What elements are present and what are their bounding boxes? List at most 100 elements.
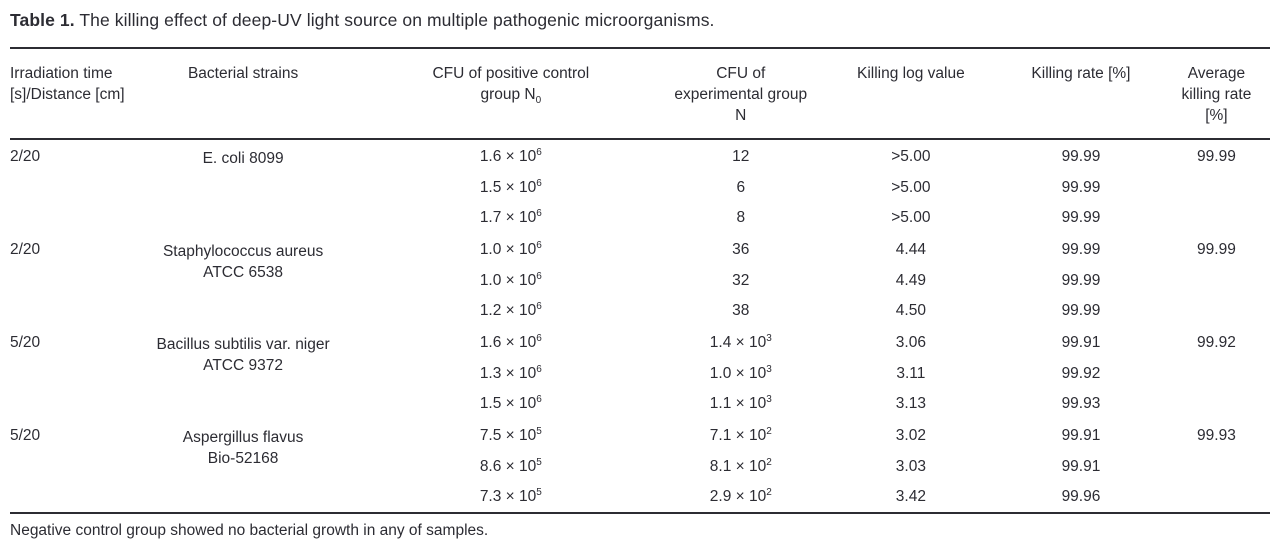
cell-cfu-experimental: 1.4 × 103 bbox=[659, 326, 823, 359]
exponent: 5 bbox=[536, 425, 542, 437]
header-line: killing rate bbox=[1181, 86, 1252, 103]
cell-bacterial-strain: Aspergillus flavus Bio-52168 bbox=[123, 419, 362, 513]
cell-cfu-control: 1.6 × 106 bbox=[363, 139, 659, 173]
exponent: 6 bbox=[536, 239, 542, 251]
value: 7.3 × 10 bbox=[479, 488, 537, 505]
table-row: 1.7 × 106 8 >5.00 99.99 bbox=[10, 203, 1270, 233]
cell-cfu-control: 1.7 × 106 bbox=[363, 203, 659, 233]
table-number: Table 1. bbox=[10, 10, 75, 30]
table-body: 2/20 E. coli 8099 1.6 × 106 12 >5.00 99.… bbox=[10, 139, 1270, 513]
cell-cfu-experimental: 2.9 × 102 bbox=[659, 482, 823, 513]
cell-irradiation-time: 5/20 bbox=[10, 427, 41, 444]
value: 2.9 × 10 bbox=[709, 488, 767, 505]
cell-killing-rate: 99.91 bbox=[1061, 426, 1101, 444]
cell-killing-rate: 99.91 bbox=[1061, 333, 1101, 351]
table-row: 1.3 × 106 1.0 × 103 3.11 99.92 bbox=[10, 359, 1270, 389]
cell-killing-rate: 99.99 bbox=[1061, 302, 1101, 319]
exponent: 6 bbox=[536, 146, 542, 158]
header-line: Killing log value bbox=[857, 65, 965, 82]
subscript: 0 bbox=[535, 95, 542, 107]
table-row: 1.2 × 106 38 4.50 99.99 bbox=[10, 296, 1270, 326]
value: 1.3 × 10 bbox=[479, 365, 537, 382]
exponent: 2 bbox=[766, 425, 772, 437]
header-text: group N bbox=[480, 86, 536, 103]
killing-effect-table: Irradiation time [s]/Distance [cm] Bacte… bbox=[10, 47, 1270, 514]
exponent: 3 bbox=[766, 332, 772, 344]
cell-killing-rate: 99.96 bbox=[1061, 488, 1101, 505]
exponent: 6 bbox=[536, 393, 542, 405]
value: 38 bbox=[732, 302, 750, 319]
table-row: 8.6 × 105 8.1 × 102 3.03 99.91 bbox=[10, 452, 1270, 482]
cell-killing-rate: 99.99 bbox=[1061, 147, 1101, 165]
cell-killing-log: 3.02 bbox=[895, 426, 926, 444]
cell-average-killing-rate: 99.99 bbox=[1197, 148, 1236, 165]
cell-killing-log: 3.03 bbox=[895, 458, 926, 475]
cell-killing-log: 4.50 bbox=[895, 302, 926, 319]
header-line: CFU of bbox=[716, 65, 766, 82]
value: 1.0 × 10 bbox=[479, 272, 537, 289]
exponent: 6 bbox=[536, 177, 542, 189]
cell-average-killing-rate: 99.93 bbox=[1197, 427, 1236, 444]
table-row: 5/20 Bacillus subtilis var. niger ATCC 9… bbox=[10, 326, 1270, 374]
table-caption: Table 1. The killing effect of deep-UV l… bbox=[10, 9, 1270, 31]
cell-bacterial-strain: Bacillus subtilis var. niger ATCC 9372 bbox=[123, 326, 362, 419]
table-footnote: Negative control group showed no bacteri… bbox=[10, 514, 1270, 542]
cell-cfu-control: 1.5 × 106 bbox=[363, 173, 659, 203]
cell-cfu-control: 1.6 × 106 bbox=[363, 326, 659, 359]
value: 7.5 × 10 bbox=[479, 426, 537, 444]
value: 1.5 × 10 bbox=[479, 395, 537, 412]
cell-killing-log: 3.13 bbox=[895, 395, 926, 412]
table-row: 1.5 × 106 6 >5.00 99.99 bbox=[10, 173, 1270, 203]
value: 6 bbox=[736, 179, 746, 196]
cell-killing-rate: 99.99 bbox=[1061, 209, 1101, 226]
cell-irradiation-time: 2/20 bbox=[10, 148, 41, 165]
cell-killing-rate: 99.99 bbox=[1061, 240, 1101, 258]
cell-killing-rate: 99.92 bbox=[1061, 365, 1101, 382]
cell-cfu-experimental: 38 bbox=[659, 296, 823, 326]
cell-killing-rate: 99.93 bbox=[1061, 395, 1101, 412]
cell-cfu-control: 1.2 × 106 bbox=[363, 296, 659, 326]
value: 1.7 × 10 bbox=[479, 209, 537, 226]
exponent: 2 bbox=[766, 456, 772, 468]
value: 1.6 × 10 bbox=[479, 147, 537, 165]
cell-cfu-control: 1.0 × 106 bbox=[363, 233, 659, 266]
table-caption-text: The killing effect of deep-UV light sour… bbox=[79, 10, 715, 30]
cell-killing-log: >5.00 bbox=[891, 179, 931, 196]
strain-name: E. coli 8099 bbox=[202, 150, 284, 167]
cell-average-killing-rate: 99.99 bbox=[1197, 241, 1236, 258]
value: 8.6 × 10 bbox=[479, 458, 537, 475]
value: 1.1 × 10 bbox=[709, 395, 767, 412]
cell-cfu-control: 7.3 × 105 bbox=[363, 482, 659, 513]
exponent: 3 bbox=[766, 363, 772, 375]
cell-killing-rate: 99.91 bbox=[1061, 458, 1101, 475]
column-header-killing-rate: Killing rate [%] bbox=[999, 48, 1163, 140]
value: 32 bbox=[732, 272, 750, 289]
header-row: Irradiation time [s]/Distance [cm] Bacte… bbox=[10, 48, 1270, 140]
table-row: 2/20 E. coli 8099 1.6 × 106 12 >5.00 99.… bbox=[10, 139, 1270, 173]
header-line: [s]/Distance [cm] bbox=[10, 86, 125, 103]
cell-average-killing-rate: 99.92 bbox=[1197, 334, 1236, 351]
cell-cfu-control: 7.5 × 105 bbox=[363, 419, 659, 452]
table-row: 1.0 × 106 32 4.49 99.99 bbox=[10, 266, 1270, 296]
column-header-killing-log-value: Killing log value bbox=[822, 48, 1000, 140]
cell-killing-log: >5.00 bbox=[891, 209, 931, 226]
cell-cfu-control: 8.6 × 105 bbox=[363, 452, 659, 482]
cell-cfu-experimental: 32 bbox=[659, 266, 823, 296]
cell-killing-rate: 99.99 bbox=[1061, 272, 1101, 289]
cell-cfu-experimental: 7.1 × 102 bbox=[659, 419, 823, 452]
value: 36 bbox=[732, 240, 750, 258]
column-header-bacterial-strains: Bacterial strains bbox=[123, 48, 363, 140]
cell-irradiation-time: 2/20 bbox=[10, 241, 41, 258]
cell-bacterial-strain: E. coli 8099 bbox=[123, 139, 362, 233]
table-row: 5/20 Aspergillus flavus Bio-52168 7.5 × … bbox=[10, 419, 1270, 467]
header-line: Irradiation time bbox=[10, 65, 113, 82]
exponent: 6 bbox=[536, 363, 542, 375]
value: 1.4 × 10 bbox=[709, 333, 767, 351]
cell-cfu-experimental: 8 bbox=[659, 203, 823, 233]
exponent: 5 bbox=[536, 456, 542, 468]
header-line: CFU of positive control bbox=[432, 65, 590, 82]
value: 8.1 × 10 bbox=[709, 458, 767, 475]
column-header-irradiation-time: Irradiation time [s]/Distance [cm] bbox=[10, 48, 125, 140]
value: 1.6 × 10 bbox=[479, 333, 537, 351]
